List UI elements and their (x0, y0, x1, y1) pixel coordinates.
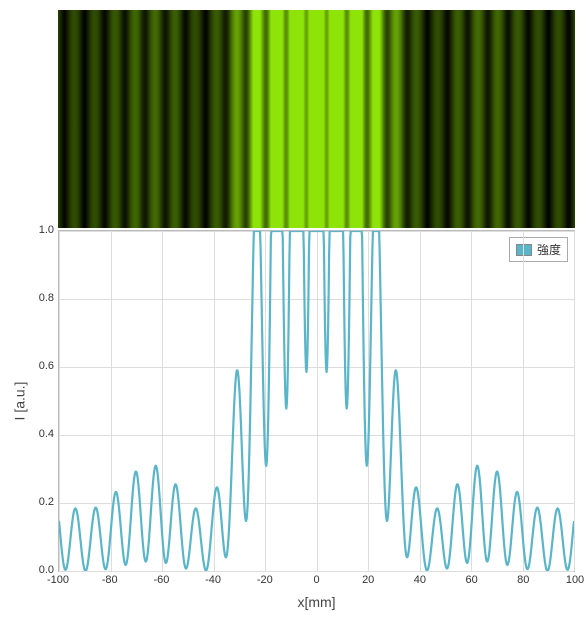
y-axis-ticks: 0.00.20.40.60.81.0 (28, 230, 58, 572)
x-tick: 20 (362, 574, 374, 586)
pattern-left-spacer (10, 10, 58, 228)
x-tick: -60 (153, 574, 169, 586)
x-tick: 100 (566, 574, 584, 586)
x-tick: -80 (102, 574, 118, 586)
y-tick: 0.2 (39, 496, 54, 508)
y-tick: 1.0 (39, 224, 54, 236)
x-tick: 80 (517, 574, 529, 586)
intensity-line-svg (59, 231, 574, 571)
chart-area: I [a.u.] 0.00.20.40.60.81.0 強度 (10, 230, 575, 572)
intensity-line (59, 231, 574, 571)
x-tick: 60 (465, 574, 477, 586)
x-axis-ticks-row: -100-80-60-40-20020406080100 (10, 572, 575, 588)
interference-pattern-row (10, 10, 575, 228)
intensity-chart: 強度 (58, 230, 575, 572)
interference-pattern (58, 10, 575, 228)
y-tick: 0.4 (39, 428, 54, 440)
figure: I [a.u.] 0.00.20.40.60.81.0 強度 -100-80-6… (10, 10, 575, 610)
x-tick: -100 (47, 574, 69, 586)
x-tick: -20 (257, 574, 273, 586)
y-tick: 0.6 (39, 360, 54, 372)
x-tick: 0 (313, 574, 319, 586)
y-tick: 0.8 (39, 292, 54, 304)
y-axis-label-col: I [a.u.] (10, 230, 28, 572)
y-axis-label: I [a.u.] (11, 382, 27, 421)
x-tick: -40 (205, 574, 221, 586)
x-axis-ticks: -100-80-60-40-20020406080100 (58, 572, 575, 588)
x-axis-label: x[mm] (58, 588, 575, 610)
x-axis-label-row: x[mm] (10, 588, 575, 610)
x-tick: 40 (414, 574, 426, 586)
